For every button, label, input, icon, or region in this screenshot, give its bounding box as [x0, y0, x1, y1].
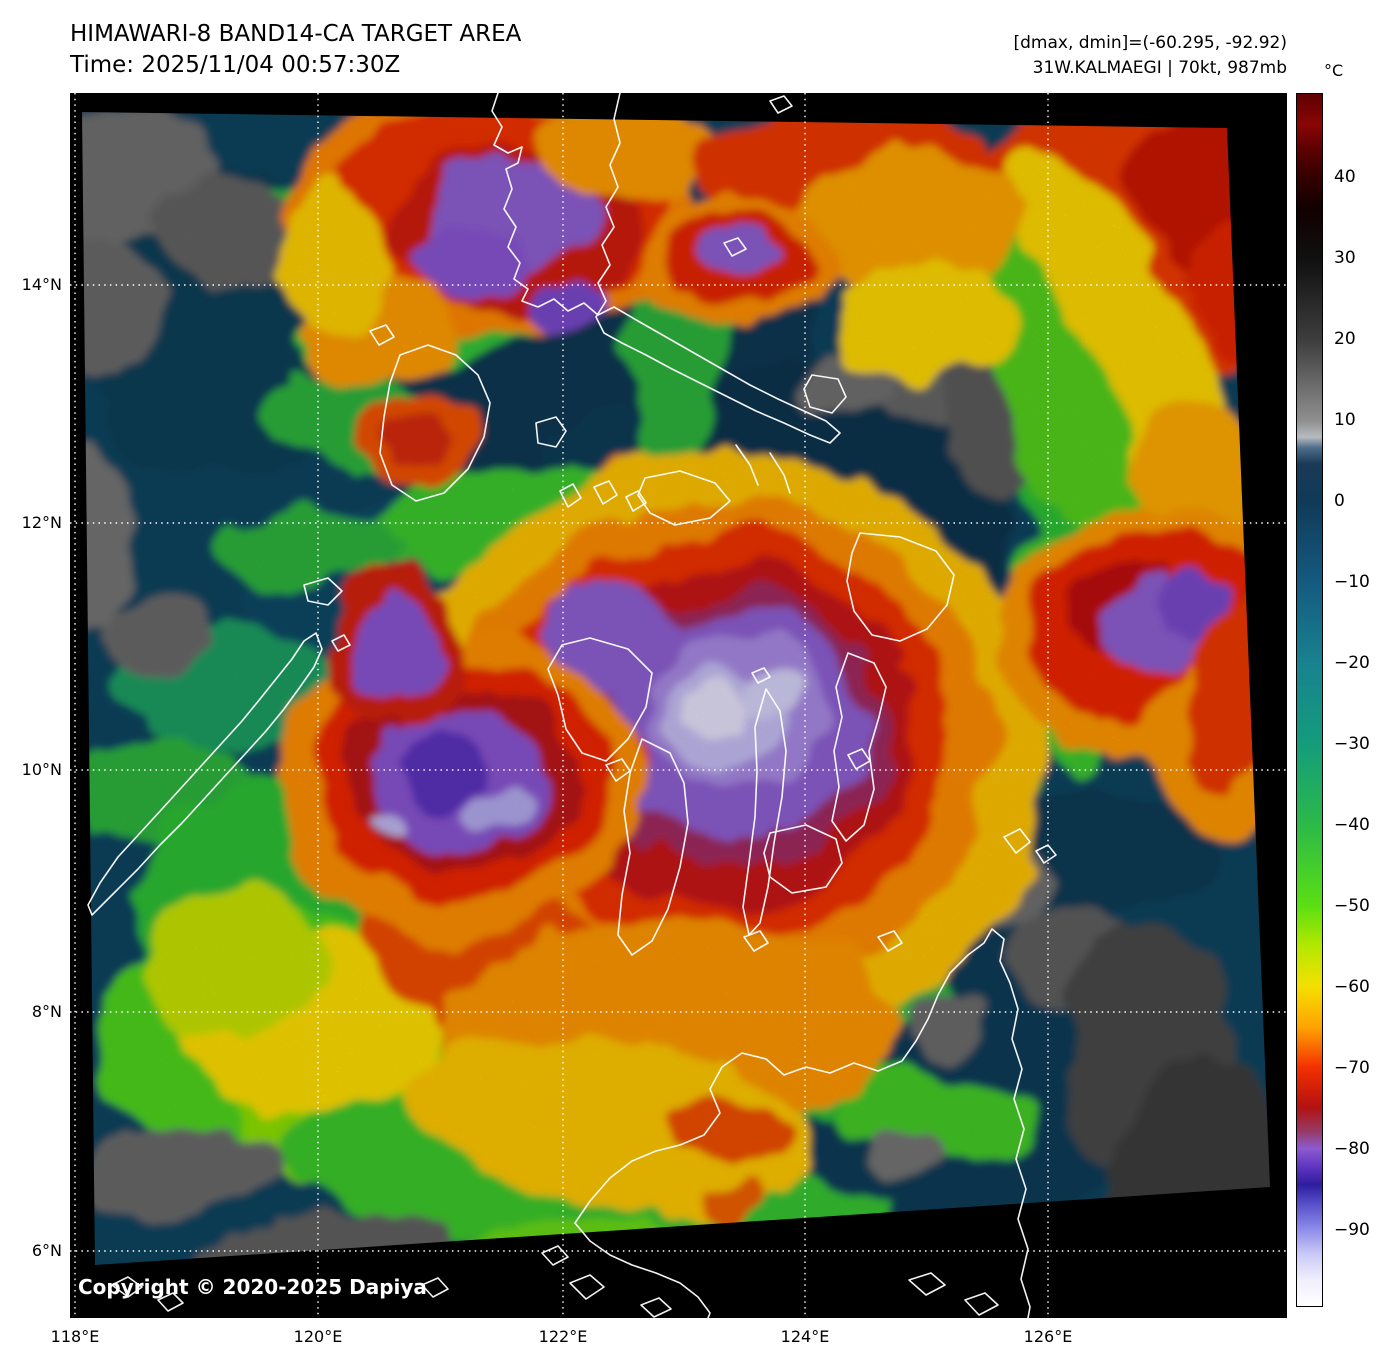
lat-axis-label: 14°N	[21, 275, 62, 294]
plot-title: HIMAWARI-8 BAND14-CA TARGET AREA	[70, 21, 522, 47]
lon-axis-label: 124°E	[780, 1327, 830, 1346]
temperature-colorbar	[1296, 93, 1323, 1307]
lat-axis-label: 6°N	[31, 1241, 62, 1260]
colorbar-tick: 40	[1334, 167, 1356, 187]
plot-timestamp: Time: 2025/11/04 00:57:30Z	[70, 52, 401, 78]
ir-imagery-canvas	[70, 93, 1287, 1318]
lon-axis-label: 122°E	[538, 1327, 588, 1346]
colorbar-tick: −70	[1334, 1058, 1370, 1078]
storm-readout: 31W.KALMAEGI | 70kt, 987mb	[1032, 58, 1287, 78]
lat-axis-label: 10°N	[21, 760, 62, 779]
colorbar-tick: −20	[1334, 653, 1370, 673]
latlon-gridlines	[70, 93, 1287, 1318]
coastlines	[87, 93, 1057, 1318]
lon-axis-label: 126°E	[1023, 1327, 1073, 1346]
colorbar-tick: −30	[1334, 734, 1370, 754]
colorbar-tick: 10	[1334, 410, 1356, 430]
copyright-label: Copyright © 2020-2025 Dapiya	[78, 1275, 427, 1299]
lat-axis-label: 12°N	[21, 513, 62, 532]
colorbar-tick: 30	[1334, 248, 1356, 268]
lon-axis-label: 118°E	[50, 1327, 100, 1346]
dmax-dmin-readout: [dmax, dmin]=(-60.295, -92.92)	[1013, 33, 1288, 53]
sensor-noise-texture	[70, 93, 1287, 1318]
colorbar-tick: 20	[1334, 329, 1356, 349]
colorbar-tick: 0	[1334, 491, 1345, 511]
swath-edge-mask	[70, 93, 1287, 1318]
lat-axis-label: 8°N	[31, 1002, 62, 1021]
satellite-map: Copyright © 2020-2025 Dapiya	[70, 93, 1287, 1318]
colorbar-tick: −40	[1334, 815, 1370, 835]
colorbar-unit-label: °C	[1324, 61, 1344, 80]
colorbar-tick: −90	[1334, 1220, 1370, 1240]
colorbar-tick: −80	[1334, 1139, 1370, 1159]
colorbar-tick: −50	[1334, 896, 1370, 916]
lon-axis-label: 120°E	[293, 1327, 343, 1346]
colorbar-tick: −60	[1334, 977, 1370, 997]
colorbar-tick: −10	[1334, 572, 1370, 592]
